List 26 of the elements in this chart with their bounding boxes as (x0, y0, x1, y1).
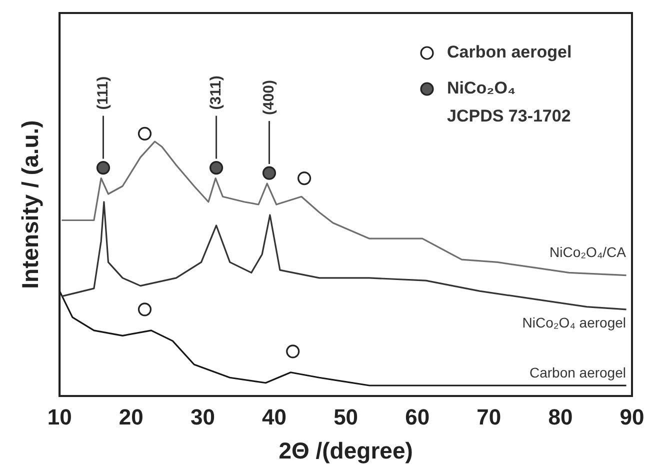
point (209, 160, 224, 175)
x-tick-label: 50 (334, 404, 358, 430)
x-tick-label: 80 (548, 404, 573, 430)
point (96, 160, 110, 175)
series-label: Carbon aerogel (529, 364, 626, 380)
text: (400) (260, 80, 278, 116)
text: (311) (207, 76, 224, 110)
point (262, 166, 276, 180)
x-tick-label: 40 (262, 404, 286, 430)
point (138, 126, 152, 140)
series-label: NiCo₂O₄ aerogel (522, 314, 626, 330)
y-axis-title: Intensity / (a.u.) (17, 120, 44, 289)
point (298, 171, 312, 186)
series-label: NiCo₂O₄/CA (550, 244, 627, 260)
x-axis-title: 2Θ /(degree) (278, 438, 413, 464)
legend-label: Carbon aerogel (447, 42, 572, 62)
point (286, 344, 300, 358)
x-tick-label: 70 (476, 404, 502, 430)
point (138, 302, 152, 316)
x-tick-label: 10 (47, 404, 72, 430)
x-tick-label: 60 (405, 404, 430, 430)
x-tick-label: 30 (190, 404, 215, 430)
legend-label: NiCo₂O₄ JCPDS 73-1702 (447, 78, 571, 126)
x-tick-label: 20 (118, 404, 144, 430)
x-tick-label: 90 (620, 404, 644, 430)
text: (111) (94, 76, 112, 110)
